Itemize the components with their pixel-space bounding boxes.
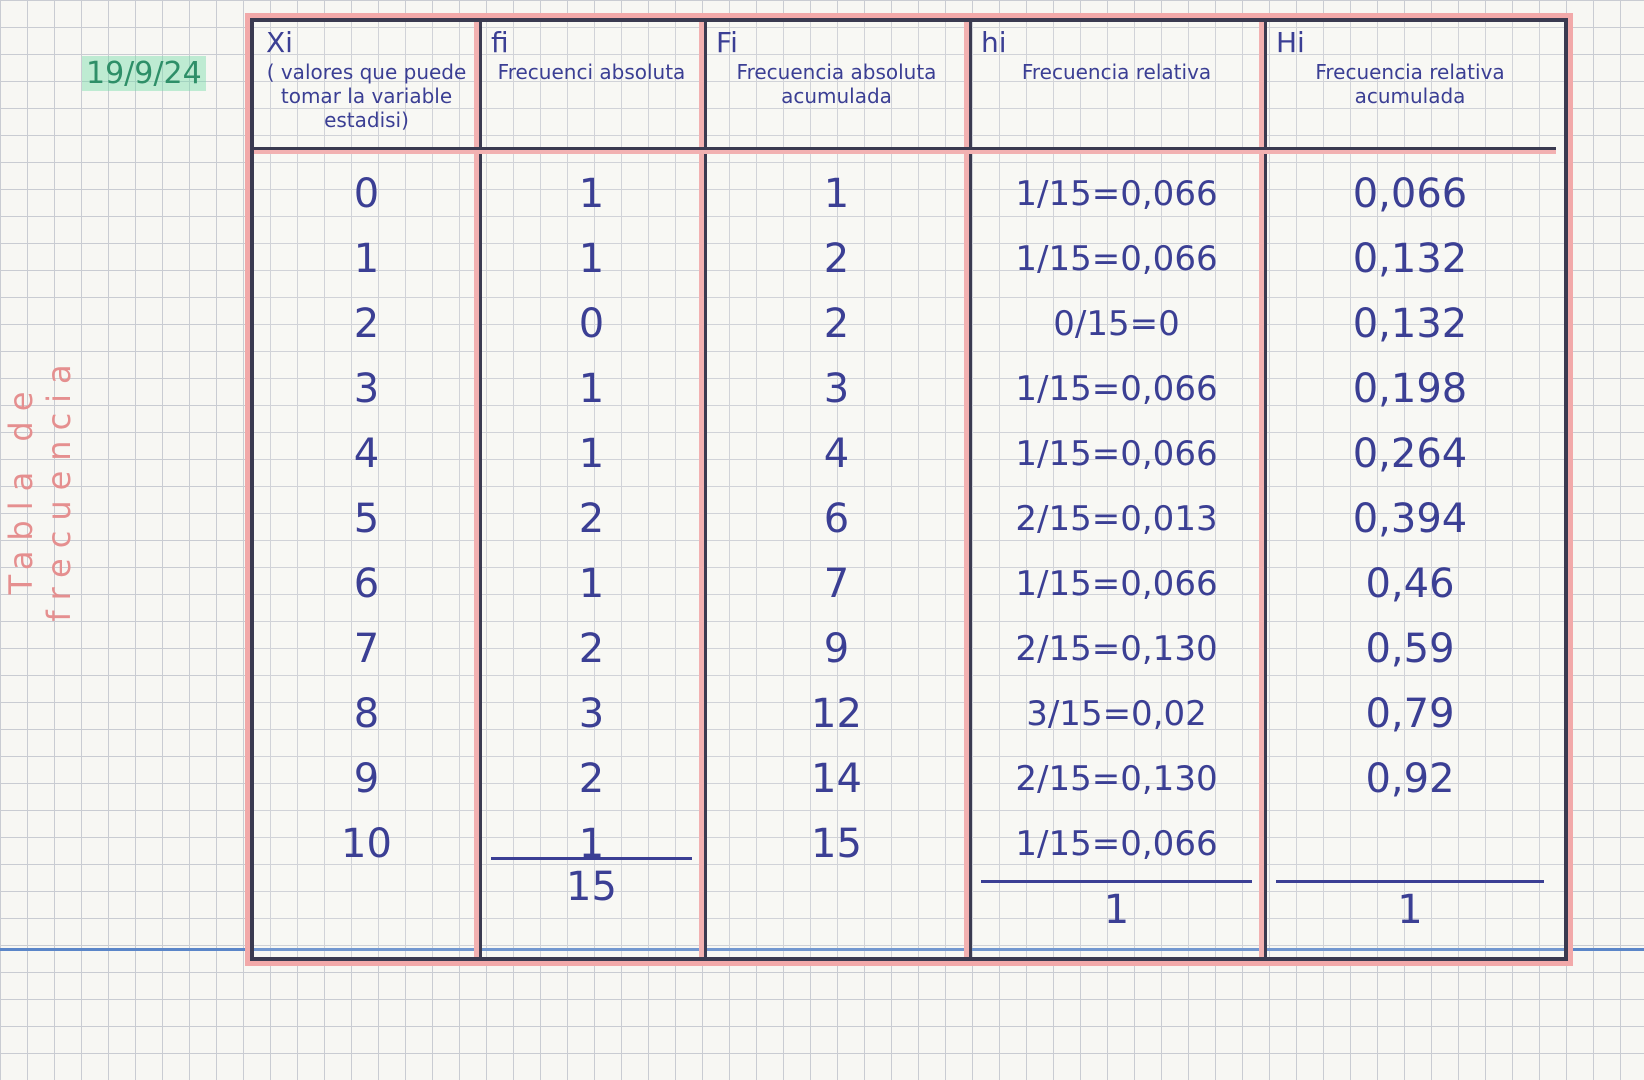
cell: 1: [823, 171, 850, 217]
cell: 2: [578, 756, 605, 802]
cell: 3: [353, 366, 380, 412]
frequency-table: Xi( valores que puede tomar la variable …: [250, 18, 1568, 961]
cell: 0,92: [1365, 756, 1455, 802]
column-header: Xi( valores que puede tomar la variable …: [254, 22, 479, 150]
cell: 0,198: [1352, 366, 1468, 412]
cell: 2/15=0,013: [1015, 499, 1218, 539]
cell: 4: [823, 431, 850, 477]
cell: 0,79: [1365, 691, 1455, 737]
cell: 3: [578, 691, 605, 737]
cell: 9: [823, 626, 850, 672]
column-symbol: hi: [981, 26, 1007, 59]
column-symbol: Hi: [1276, 26, 1305, 59]
cell: 6: [353, 561, 380, 607]
column-symbol: Xi: [266, 26, 293, 59]
column-symbol: fi: [491, 26, 509, 59]
cell: 7: [353, 626, 380, 672]
cell: 0,59: [1365, 626, 1455, 672]
cell: 2: [353, 301, 380, 347]
cell: 1/15=0,066: [1015, 564, 1218, 604]
cell: 1/15=0,066: [1015, 174, 1218, 214]
cell: 12: [811, 691, 862, 737]
cell: 5: [353, 496, 380, 542]
column-label: ( valores que puede tomar la variable es…: [266, 60, 467, 132]
column-symbol: Fi: [716, 26, 738, 59]
cell: 0,46: [1365, 561, 1455, 607]
cell: 0,066: [1352, 171, 1468, 217]
cell: 14: [811, 756, 862, 802]
cell: 7: [823, 561, 850, 607]
cell: 9: [353, 756, 380, 802]
cell: 3/15=0,02: [1026, 694, 1207, 734]
cell: 1/15=0,066: [1015, 239, 1218, 279]
cell: 1: [578, 236, 605, 282]
cell: 2: [578, 626, 605, 672]
column: Xi( valores que puede tomar la variable …: [254, 22, 482, 957]
column-label: Frecuenci absoluta: [497, 60, 686, 84]
cell: 0,264: [1352, 431, 1468, 477]
cell: 1/15=0,066: [1015, 434, 1218, 474]
cell: 0,132: [1352, 236, 1468, 282]
cell: 2/15=0,130: [1015, 629, 1218, 669]
column-label: Frecuencia relativa: [1021, 60, 1212, 84]
cell: 1: [353, 236, 380, 282]
cell: 0,132: [1352, 301, 1468, 347]
margin-line: [0, 948, 1644, 951]
cell: 1: [578, 366, 605, 412]
column-total: 1: [1276, 880, 1544, 933]
cell: 3: [823, 366, 850, 412]
date: 19/9/24: [82, 56, 206, 91]
column-header: Fi Frecuencia absoluta acumulada: [704, 22, 969, 150]
column-total: 15: [491, 857, 692, 910]
column-header: Hi Frecuencia relativa acumulada: [1264, 22, 1556, 150]
cell: 1/15=0,066: [1015, 824, 1218, 864]
column-label: Frecuencia relativa acumulada: [1315, 60, 1505, 108]
cell: 0/15=0: [1053, 304, 1180, 344]
column-total: 1: [981, 880, 1252, 933]
cell: 2: [823, 236, 850, 282]
cell: 0: [578, 301, 605, 347]
cell: 2: [823, 301, 850, 347]
cell: 2/15=0,130: [1015, 759, 1218, 799]
cell: 1: [578, 431, 605, 477]
cell: 1: [578, 171, 605, 217]
column-header: fi Frecuenci absoluta: [479, 22, 704, 150]
cell: 1/15=0,066: [1015, 369, 1218, 409]
column-label: Frecuencia absoluta acumulada: [736, 60, 937, 108]
column: Hi Frecuencia relativa acumulada 0,066 0,13…: [1264, 22, 1556, 957]
cell: 0: [353, 171, 380, 217]
cell: 1: [578, 561, 605, 607]
column-header: hi Frecuencia relativa: [969, 22, 1264, 150]
column: hi Frecuencia relativa 1/15=0,066 1/15=0,06…: [969, 22, 1267, 957]
column: fi Frecuenci absoluta 1 1 0 1 1 2 1 2 3 2 1 15: [479, 22, 707, 957]
cell: 6: [823, 496, 850, 542]
cell: 2: [578, 496, 605, 542]
cell: 15: [811, 821, 862, 867]
side-title: Tabla de frecuencia: [2, 354, 78, 622]
column: Fi Frecuencia absoluta acumulada 1 2 2 3 4 6 7 9 1…: [704, 22, 972, 957]
cell: 8: [353, 691, 380, 737]
cell: 0,394: [1352, 496, 1468, 542]
cell: 4: [353, 431, 380, 477]
cell: 10: [341, 821, 392, 867]
